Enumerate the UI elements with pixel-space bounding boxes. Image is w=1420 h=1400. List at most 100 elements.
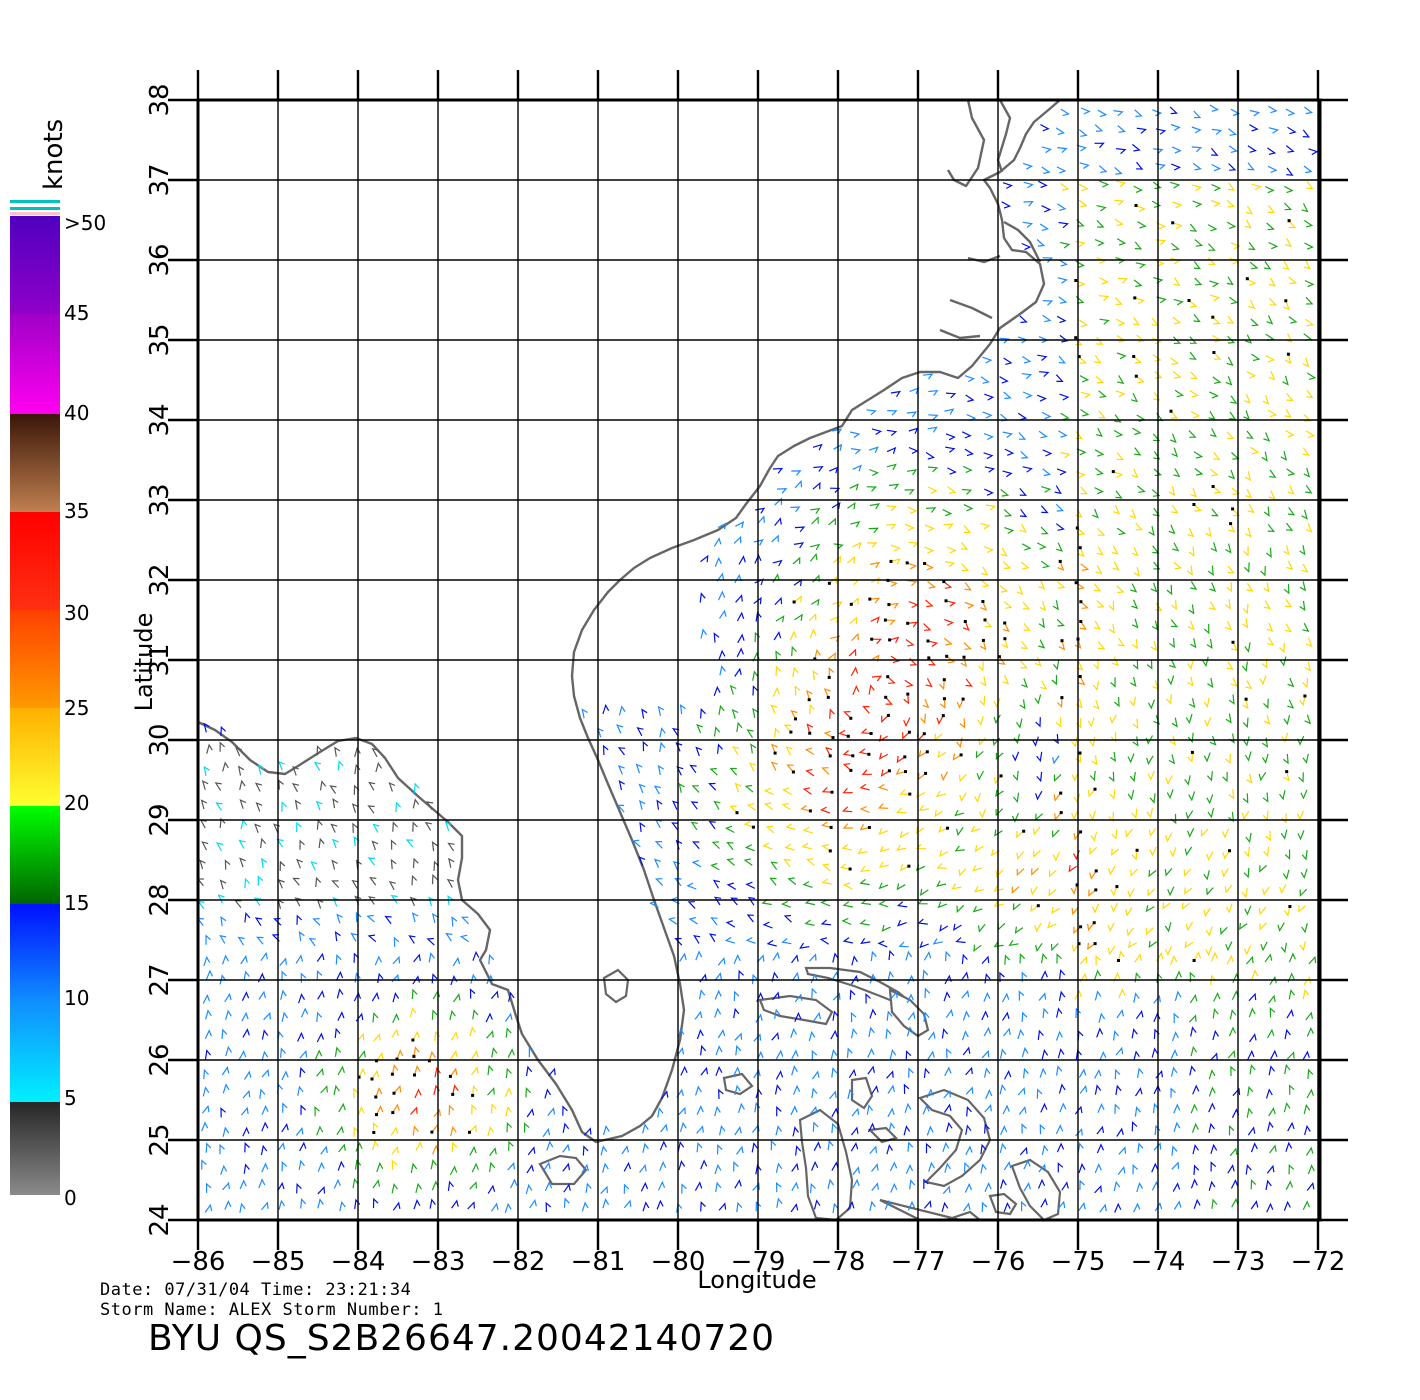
wind-barb — [729, 767, 738, 776]
wind-barb — [1096, 205, 1107, 212]
product-id-title: BYU QS_S2B26647.20042140720 — [148, 1318, 776, 1359]
wind-barb — [279, 860, 286, 871]
wind-barb — [965, 678, 973, 687]
wind-barb — [1035, 717, 1041, 728]
rain-flag-dot — [1117, 959, 1120, 962]
wind-barb — [1228, 1125, 1235, 1136]
wind-barb — [581, 1201, 589, 1212]
wind-barb — [1261, 658, 1268, 669]
wind-barb — [1056, 315, 1067, 324]
wind-barb — [828, 667, 835, 678]
wind-barb — [1079, 375, 1090, 383]
wind-barb — [775, 615, 785, 623]
wind-barb — [508, 1140, 514, 1151]
rain-flag-dot — [981, 600, 985, 603]
wind-barb — [733, 1066, 741, 1077]
wind-barb — [821, 863, 831, 872]
wind-barb — [946, 1048, 952, 1059]
rain-flag-dot — [1229, 522, 1233, 526]
wind-barb — [726, 858, 735, 866]
wind-barb — [909, 387, 920, 395]
wind-barb — [1174, 389, 1184, 398]
wind-barb — [878, 900, 889, 908]
wind-barb — [849, 431, 861, 438]
wind-barb — [1032, 736, 1039, 747]
wind-barb — [451, 1141, 458, 1152]
wind-barb — [1058, 1083, 1066, 1094]
wind-barb — [809, 1105, 818, 1115]
wind-barb — [887, 970, 894, 982]
wind-barb — [766, 939, 777, 947]
wind-barb — [979, 808, 987, 819]
wind-barb — [1117, 277, 1129, 284]
wind-barb — [1041, 411, 1052, 420]
wind-barb — [859, 919, 870, 926]
wind-barb — [330, 823, 338, 833]
rain-flag-dot — [1059, 811, 1063, 815]
wind-barb — [955, 937, 966, 944]
wind-barb — [259, 1088, 266, 1099]
wind-barb — [1071, 810, 1079, 821]
wind-barb — [947, 467, 957, 475]
wind-barb — [243, 970, 250, 981]
wind-barb — [944, 1066, 952, 1077]
wind-barb — [203, 1068, 210, 1080]
wind-barb — [1056, 953, 1062, 964]
wind-barb — [1211, 1198, 1218, 1209]
wind-barb — [725, 920, 736, 928]
wind-barb — [600, 1185, 608, 1195]
wind-barb — [315, 1049, 323, 1060]
wind-barb — [960, 541, 969, 550]
scale-band-top-teal — [10, 207, 60, 210]
wind-barb — [962, 1202, 971, 1212]
wind-barb — [1035, 813, 1044, 821]
wind-barb — [1286, 468, 1296, 476]
wind-barb — [371, 748, 379, 758]
wind-barb — [870, 577, 880, 585]
rain-flag-dot — [430, 1130, 434, 1134]
wind-barb — [1078, 1162, 1086, 1174]
wind-barb — [691, 859, 702, 868]
wind-barb — [1164, 946, 1172, 957]
wind-barb — [773, 630, 782, 641]
wind-barb — [896, 901, 908, 908]
wind-barb — [928, 389, 939, 396]
wind-barb — [1077, 1030, 1084, 1041]
wind-barb — [935, 790, 947, 798]
wind-barb — [523, 1122, 530, 1133]
wind-barb — [1079, 621, 1087, 630]
wind-barb — [238, 839, 246, 849]
longitude-tick-label: −75 — [1051, 1247, 1106, 1277]
wind-barb — [1265, 355, 1276, 363]
wind-barb — [254, 782, 262, 792]
scale-tick-label: >50 — [64, 211, 106, 235]
wind-barb — [881, 924, 891, 932]
wind-barb — [714, 972, 722, 982]
wind-barb — [1052, 755, 1060, 765]
wind-barb — [699, 973, 707, 983]
wind-barb — [471, 1050, 479, 1060]
wind-barb — [261, 1121, 269, 1132]
wind-barb — [983, 546, 994, 554]
wind-barb — [1305, 484, 1313, 494]
wind-barb — [743, 820, 754, 828]
wind-barb — [829, 615, 840, 623]
wind-barb — [562, 1143, 570, 1153]
wind-barb — [904, 1102, 912, 1113]
wind-barb — [300, 972, 307, 983]
wind-barb — [944, 560, 956, 568]
longitude-tick-labels: −86 −85 −84 −83 −82 −81 −80 −79 −78 −77 −76 −75 −74−… — [171, 1247, 1346, 1277]
wind-barb — [1013, 733, 1020, 745]
wind-barb — [1056, 618, 1065, 627]
wind-barb — [1114, 166, 1123, 175]
wind-barb — [261, 1162, 269, 1173]
wind-barb — [1265, 830, 1271, 842]
rain-flag-dot — [1079, 600, 1083, 604]
wind-barb — [905, 1164, 914, 1174]
wind-barb — [1187, 659, 1194, 670]
wind-barb — [999, 1142, 1007, 1154]
wind-barb — [1002, 431, 1014, 438]
rain-flag-dot — [372, 1131, 376, 1134]
wind-barb — [358, 1067, 366, 1078]
wind-barb — [733, 1007, 740, 1019]
